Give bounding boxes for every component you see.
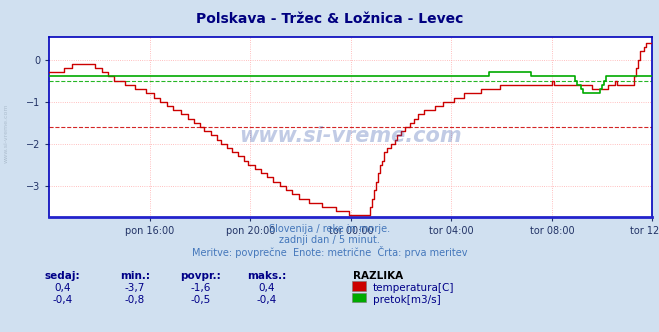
- Text: -0,4: -0,4: [257, 295, 277, 305]
- Text: min.:: min.:: [120, 271, 150, 281]
- Text: Slovenija / reke in morje.: Slovenija / reke in morje.: [269, 224, 390, 234]
- Text: -0,5: -0,5: [191, 295, 211, 305]
- Text: -0,8: -0,8: [125, 295, 145, 305]
- Text: 0,4: 0,4: [258, 283, 275, 293]
- Text: -1,6: -1,6: [191, 283, 211, 293]
- Text: maks.:: maks.:: [247, 271, 287, 281]
- Text: zadnji dan / 5 minut.: zadnji dan / 5 minut.: [279, 235, 380, 245]
- Text: -0,4: -0,4: [53, 295, 72, 305]
- Text: pretok[m3/s]: pretok[m3/s]: [373, 295, 441, 305]
- Text: RAZLIKA: RAZLIKA: [353, 271, 403, 281]
- Text: www.si-vreme.com: www.si-vreme.com: [4, 103, 9, 163]
- Text: www.si-vreme.com: www.si-vreme.com: [240, 126, 462, 146]
- Text: Polskava - Tržec & Ložnica - Levec: Polskava - Tržec & Ložnica - Levec: [196, 12, 463, 26]
- Text: Meritve: povprečne  Enote: metrične  Črta: prva meritev: Meritve: povprečne Enote: metrične Črta:…: [192, 246, 467, 258]
- Text: sedaj:: sedaj:: [45, 271, 80, 281]
- Text: 0,4: 0,4: [54, 283, 71, 293]
- Text: -3,7: -3,7: [125, 283, 145, 293]
- Text: povpr.:: povpr.:: [181, 271, 221, 281]
- Text: temperatura[C]: temperatura[C]: [373, 283, 455, 293]
